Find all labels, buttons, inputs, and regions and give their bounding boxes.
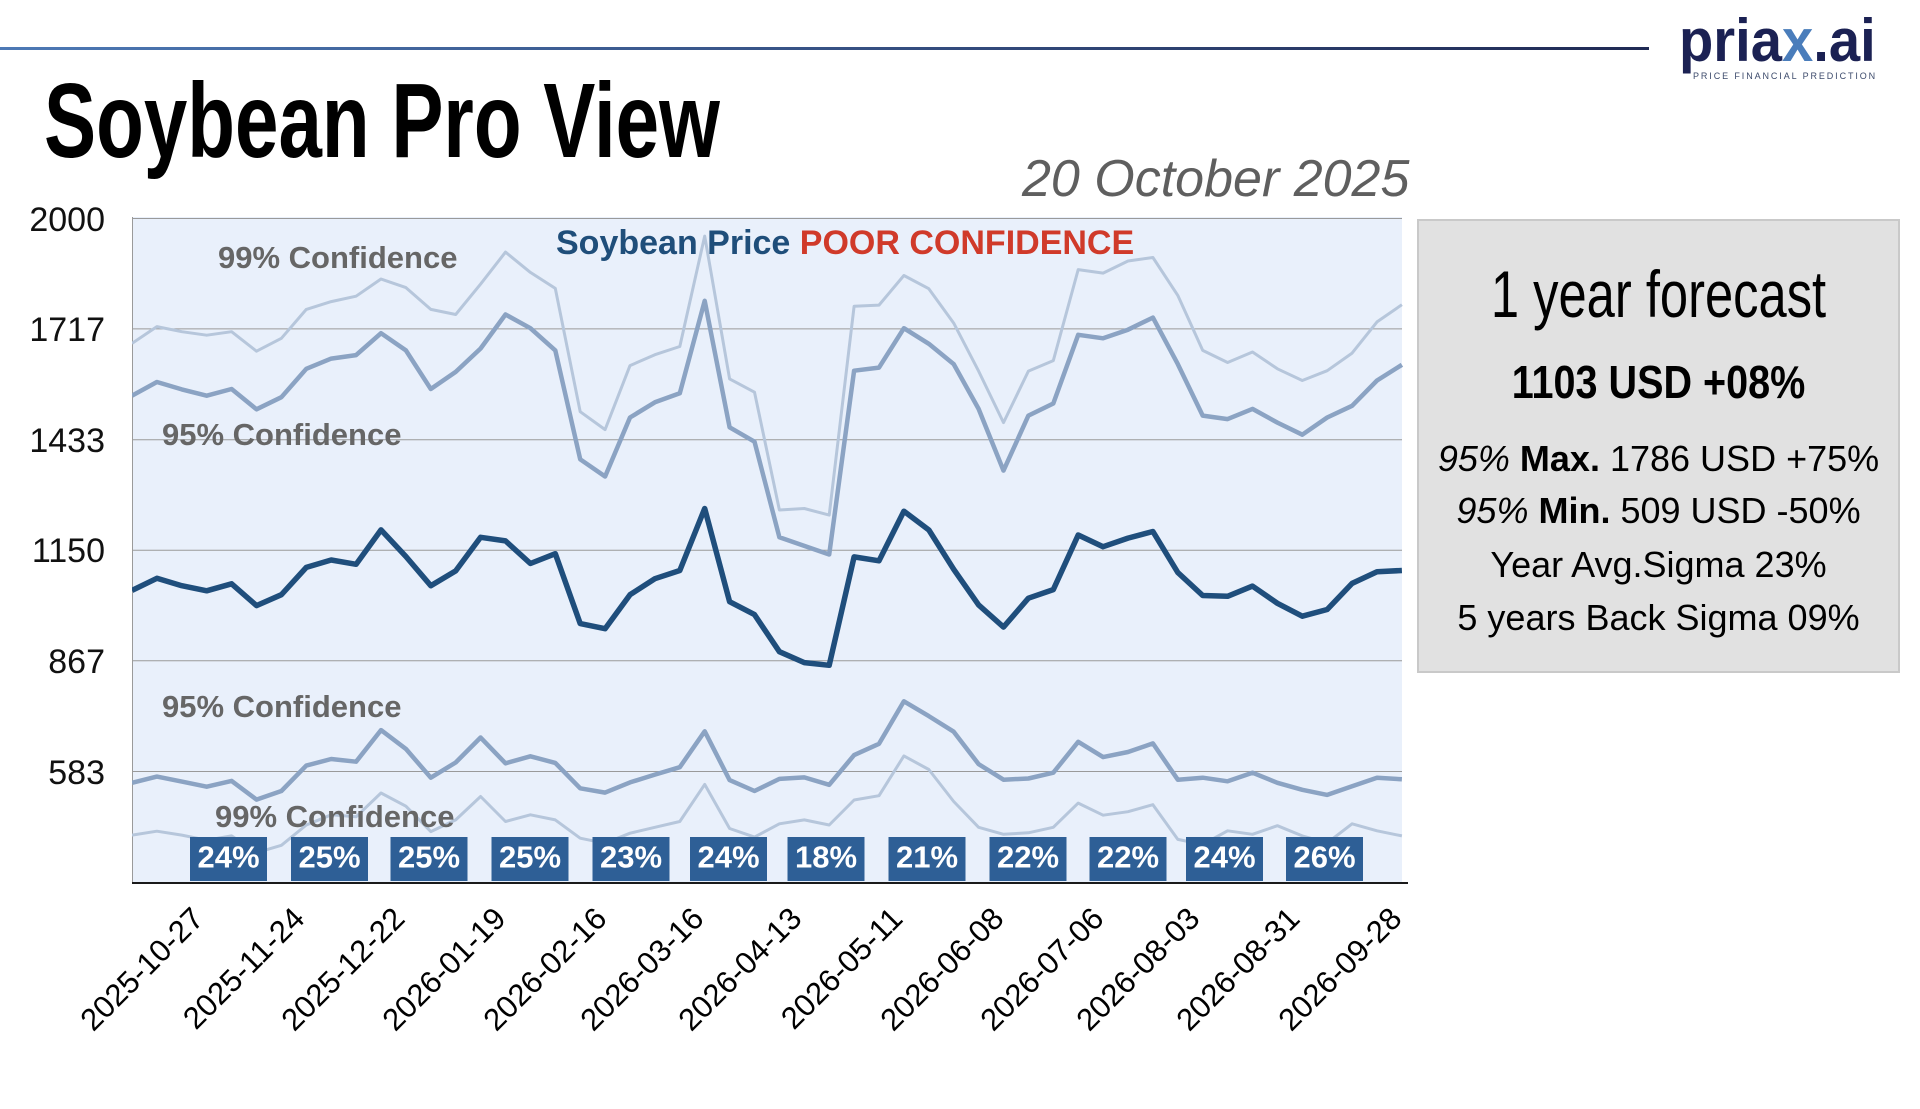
svg-text:22%: 22% (997, 840, 1059, 875)
svg-text:24%: 24% (1193, 840, 1255, 875)
svg-text:22%: 22% (1097, 840, 1159, 875)
svg-text:25%: 25% (398, 840, 460, 875)
svg-text:24%: 24% (197, 840, 259, 875)
svg-text:18%: 18% (795, 840, 857, 875)
svg-text:26%: 26% (1293, 840, 1355, 875)
svg-text:25%: 25% (298, 840, 360, 875)
svg-text:23%: 23% (600, 840, 662, 875)
svg-text:24%: 24% (697, 840, 759, 875)
svg-text:25%: 25% (499, 840, 561, 875)
svg-text:21%: 21% (896, 840, 958, 875)
